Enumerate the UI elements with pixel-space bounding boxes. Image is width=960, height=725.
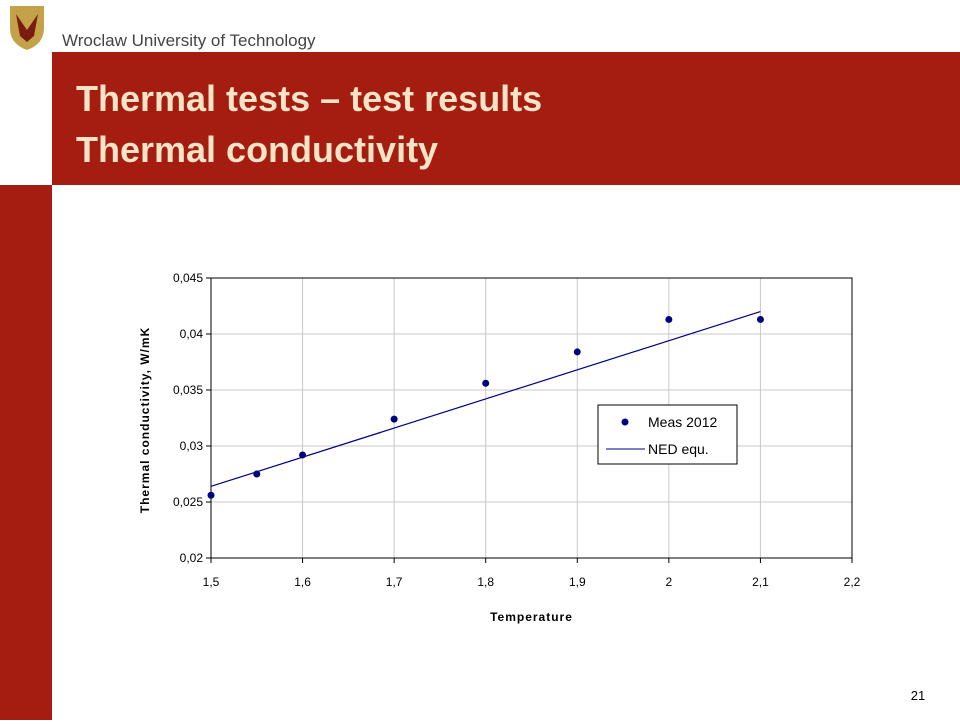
page-number: 21 (911, 688, 925, 703)
y-tick-label: 0,035 (173, 383, 203, 397)
x-tick-label: 2,2 (844, 575, 861, 589)
title-band (52, 52, 960, 185)
y-tick-label: 0,02 (180, 551, 204, 565)
x-tick-label: 1,7 (386, 575, 403, 589)
y-axis-label: Thermal conductivity, W/mK (138, 327, 152, 513)
point (207, 491, 215, 499)
point (482, 379, 490, 387)
x-tick-label: 1,5 (203, 575, 220, 589)
legend-box (597, 404, 738, 465)
legend-label: NED equ. (648, 441, 709, 457)
y-tick-label: 0,025 (173, 495, 203, 509)
side-band (0, 185, 52, 720)
y-tick-label: 0,03 (180, 439, 204, 453)
legend: Meas 2012 NED equ. (597, 404, 738, 465)
point (665, 315, 673, 323)
plot-frame (210, 277, 853, 559)
y-tick-label: 0,04 (180, 327, 204, 341)
title-line: Thermal conductivity (76, 129, 438, 170)
y-tick-label: 0,045 (173, 271, 203, 285)
x-tick-label: 1,9 (569, 575, 586, 589)
legend-swatch (621, 418, 629, 426)
x-tick-label: 2 (666, 575, 673, 589)
point (756, 315, 764, 323)
university-name: Wroclaw University of Technology (62, 31, 316, 50)
line (210, 311, 761, 487)
legend-label: Meas 2012 (648, 414, 717, 430)
x-tick-label: 2,1 (752, 575, 769, 589)
x-tick-label: 1,6 (294, 575, 311, 589)
x-tick-label: 1,8 (477, 575, 494, 589)
point (390, 415, 398, 423)
point (573, 348, 581, 356)
logo (10, 6, 44, 50)
chart: 0,02 0,025 0,03 0,035 0,04 0,045 1,5 1,6 1,7 1,8 1… (138, 271, 861, 624)
x-axis-label: Temperature (490, 610, 573, 624)
title-line: Thermal tests – test results (76, 78, 542, 119)
